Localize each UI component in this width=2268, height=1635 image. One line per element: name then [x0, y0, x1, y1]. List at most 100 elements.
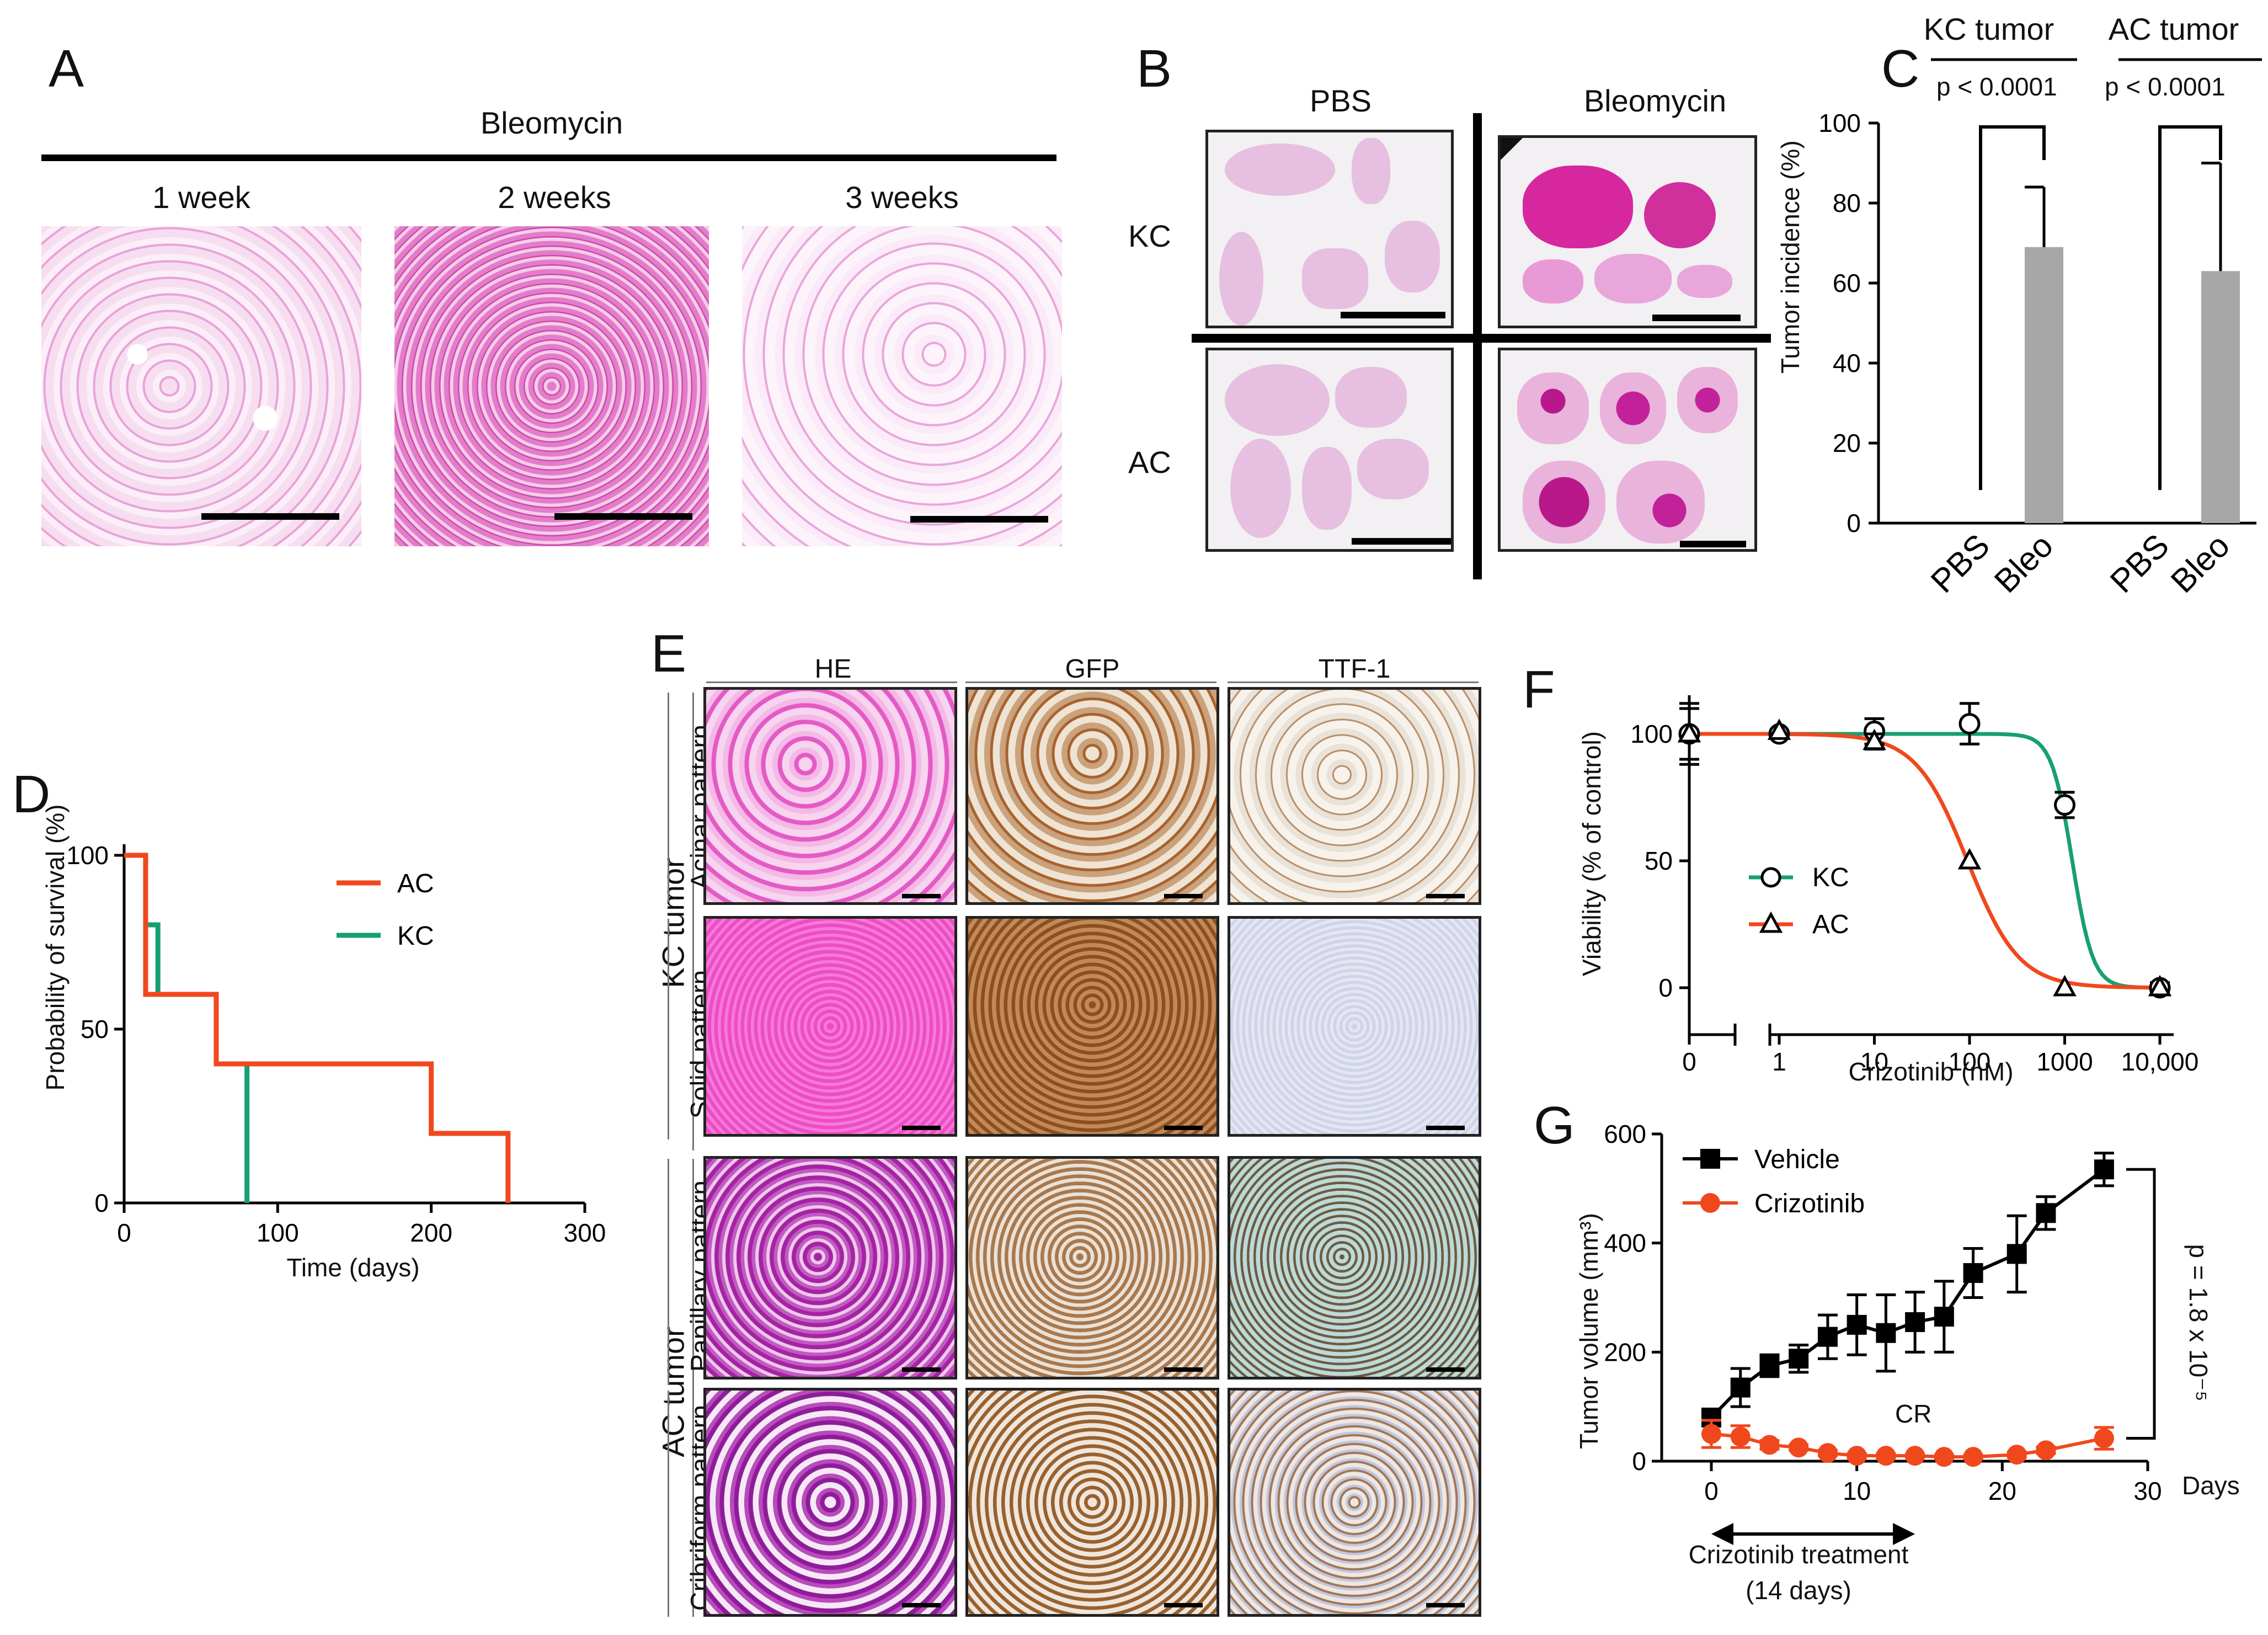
vehicle-data-point	[1789, 1349, 1809, 1369]
scale-bar	[902, 1603, 941, 1607]
scale-bar	[902, 1367, 941, 1372]
panel-g-xlabel: Days	[2182, 1471, 2240, 1500]
whole-lung-kc-pbs	[1205, 130, 1454, 328]
scale-bar	[910, 516, 1048, 523]
panel-c-pvalue-kc: p < 0.0001	[1936, 72, 2057, 101]
vehicle-data-point	[1905, 1312, 1925, 1332]
bar	[2201, 271, 2240, 523]
panel-b-row-kc: KC	[1128, 219, 1171, 253]
ihc-image-cribriform-ttf1	[1228, 1388, 1481, 1617]
whole-lung-kc-bleomycin	[1498, 135, 1757, 328]
y-tick-label: 0	[94, 1189, 109, 1217]
panel-a-timepoint-1: 1 week	[152, 180, 250, 215]
crizotinib-data-point	[1701, 1424, 1721, 1444]
scale-bar	[1680, 541, 1746, 547]
y-tick-label: 100	[1630, 720, 1673, 748]
bar	[2025, 247, 2063, 523]
legend-label: KC	[397, 922, 434, 951]
panel-b-row-ac: AC	[1128, 445, 1171, 480]
ihc-image-solid-gfp	[965, 916, 1219, 1137]
scale-bar	[554, 513, 692, 520]
histology-image-3-weeks	[742, 226, 1062, 546]
scale-bar	[1426, 894, 1465, 898]
scale-bar	[1426, 1367, 1465, 1372]
y-tick-label: 100	[66, 841, 109, 870]
scale-bar	[902, 894, 941, 898]
x-tick-label: 10	[1843, 1477, 1871, 1505]
panel-c-label: C	[1881, 39, 1920, 98]
panel-a-treatment: Bleomycin	[480, 105, 623, 140]
crizotinib-data-point	[2094, 1428, 2114, 1448]
whole-lung-ac-pbs	[1205, 348, 1454, 552]
histology-image-1-week	[41, 226, 361, 546]
crizotinib-data-point	[1759, 1435, 1780, 1455]
vehicle-data-point	[1876, 1323, 1896, 1343]
legend-marker-vehicle	[1700, 1149, 1720, 1169]
crizotinib-data-point	[1789, 1437, 1809, 1458]
legend-label: AC	[1812, 910, 1849, 939]
panel-d-plot-area: 0 50 100 0 100 200 300 AC KC	[66, 841, 606, 1247]
panel-e-col-he: HE	[814, 654, 852, 684]
y-tick-label: 50	[1645, 846, 1673, 875]
legend-label: AC	[397, 869, 434, 898]
ac-data-point	[1767, 718, 1791, 740]
legend-marker-crizotinib	[1700, 1193, 1720, 1213]
legend-label: KC	[1812, 863, 1849, 892]
kc-data-point	[1959, 713, 1981, 735]
crizotinib-data-point	[1963, 1447, 1983, 1467]
panel-g-label: G	[1534, 1096, 1575, 1155]
x-tick-label: 0	[1682, 1047, 1696, 1076]
panel-b-label: B	[1136, 39, 1172, 98]
x-tick-label: 0	[1704, 1477, 1719, 1505]
whole-lung-ac-bleomycin	[1498, 348, 1757, 552]
panel-f-xlabel: Crizotinib (nM)	[1848, 1057, 2014, 1086]
panel-e-col-gfp: GFP	[1065, 654, 1120, 684]
treatment-arrow-head-right	[1893, 1523, 1915, 1545]
crizotinib-data-point	[1817, 1443, 1838, 1463]
x-tick-label: 100	[1949, 1047, 1991, 1076]
panel-b-col-pbs: PBS	[1309, 83, 1372, 118]
panel-g-pvalue: p = 1.8 x 10⁻⁵	[2184, 1244, 2213, 1402]
panel-b-col-bleomycin: Bleomycin	[1583, 83, 1727, 118]
treatment-arrow-head-left	[1711, 1523, 1733, 1545]
panel-d-chart: 0 50 100 0 100 200 300 AC KC	[66, 841, 606, 1247]
panel-c-pvalue-ac: p < 0.0001	[2105, 72, 2226, 101]
x-tick-label: Bleo	[1987, 527, 2060, 600]
scale-bar	[1341, 312, 1445, 318]
x-tick-label: 10,000	[2121, 1047, 2199, 1076]
crizotinib-data-point	[2006, 1445, 2027, 1465]
ihc-image-solid-ttf1	[1228, 916, 1481, 1137]
panel-c-group-kc: KC tumor	[1923, 12, 2054, 46]
panel-e-col-ttf1: TTF-1	[1318, 654, 1391, 684]
panel-g-cr-label: CR	[1895, 1399, 1932, 1428]
legend-marker-ac	[1759, 911, 1783, 933]
x-tick-label: 100	[257, 1218, 299, 1247]
ihc-image-papillary-ttf1	[1228, 1156, 1481, 1380]
scale-bar	[1164, 1367, 1203, 1372]
y-tick-label: 0	[1658, 973, 1673, 1002]
scale-bar	[1426, 1603, 1465, 1607]
vehicle-data-point	[1934, 1307, 1954, 1327]
panel-f-label: F	[1523, 660, 1555, 719]
panel-c-ylabel: Tumor incidence (%)	[1776, 140, 1805, 374]
y-tick-label: 20	[1833, 429, 1861, 457]
crizotinib-data-point	[1847, 1446, 1867, 1466]
x-tick-label: 30	[2133, 1477, 2162, 1505]
scale-bar	[1352, 538, 1451, 545]
panel-g-ylabel: Tumor volume (mm³)	[1575, 1213, 1603, 1449]
vehicle-data-point	[1730, 1377, 1751, 1398]
panel-f-ylabel: Viability (% of control)	[1577, 731, 1606, 976]
crizotinib-data-point	[1730, 1426, 1751, 1447]
x-tick-label: 1	[1772, 1047, 1786, 1076]
ac-data-point	[1863, 728, 1886, 750]
ac-data-point	[2053, 974, 2077, 997]
panel-g-treatment-label-1: Crizotinib treatment	[1688, 1540, 1909, 1569]
crizotinib-data-point	[2036, 1440, 2056, 1461]
histology-image-2-weeks	[394, 226, 709, 546]
x-tick-label: 20	[1988, 1477, 2016, 1505]
y-tick-label: 200	[1604, 1338, 1646, 1366]
kc-data-point	[2054, 794, 2075, 816]
